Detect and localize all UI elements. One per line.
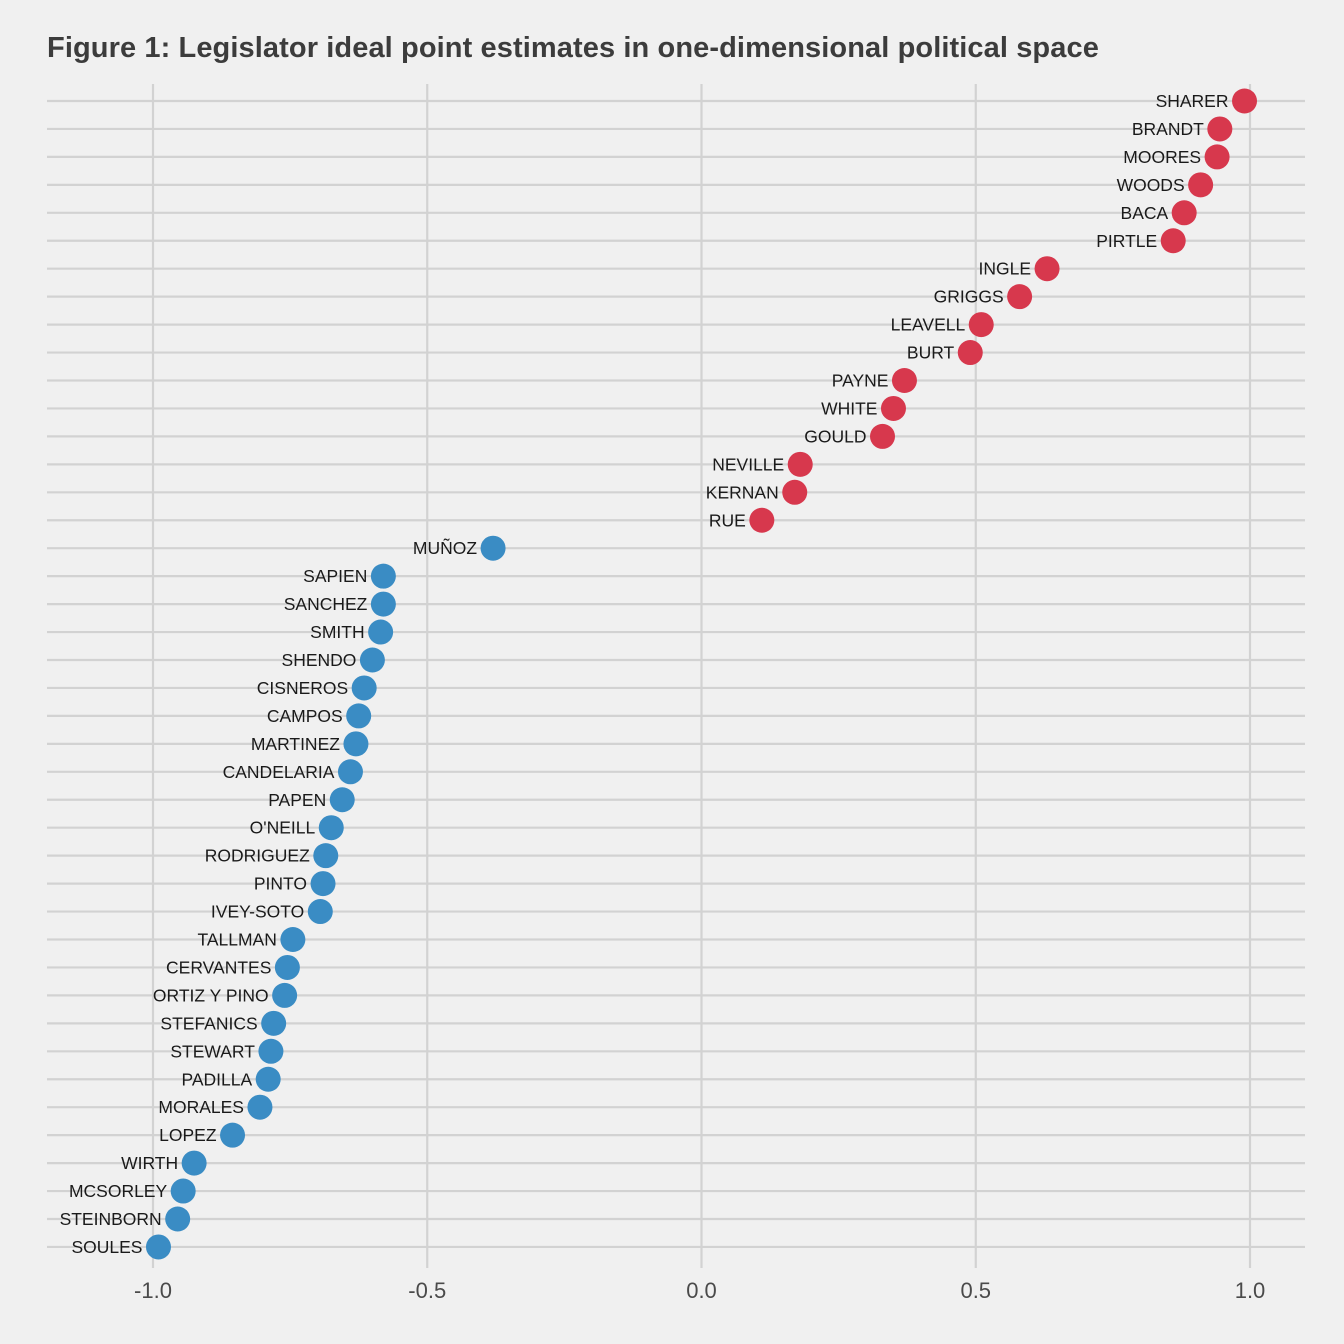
legislator-label: WOODS	[1117, 175, 1185, 195]
legislator-point	[220, 1122, 246, 1148]
chart-title: Figure 1: Legislator ideal point estimat…	[47, 32, 1099, 64]
data-points	[145, 88, 1258, 1260]
legislator-label: BRANDT	[1132, 119, 1204, 139]
legislator-point	[480, 535, 506, 561]
x-tick-label: 1.0	[1235, 1278, 1266, 1303]
legislator-point	[343, 731, 369, 757]
horizontal-gridlines	[47, 99, 1305, 1249]
legislator-label: STEINBORN	[60, 1209, 162, 1229]
legislator-point	[1007, 284, 1033, 310]
legislator-point	[247, 1094, 273, 1120]
x-tick-label: -0.5	[408, 1278, 446, 1303]
legislator-point	[1034, 256, 1060, 282]
legislator-point	[1207, 116, 1233, 142]
legislator-point	[870, 423, 896, 449]
legislator-point	[313, 843, 339, 869]
x-axis-ticks: -1.0 -0.5 0.0 0.5 1.0	[134, 1278, 1265, 1303]
legislator-point	[368, 619, 394, 645]
legislator-point	[1188, 172, 1214, 198]
legislator-label: GRIGGS	[934, 287, 1004, 307]
legislator-label: O'NEILL	[250, 818, 316, 838]
x-tick-label: -1.0	[134, 1278, 172, 1303]
legislator-point	[351, 675, 377, 701]
legislator-label: CAMPOS	[267, 706, 343, 726]
legislator-point	[1232, 88, 1258, 114]
legislator-point	[370, 563, 396, 589]
x-tick-label: 0.0	[686, 1278, 717, 1303]
legislator-label: PAYNE	[832, 371, 889, 391]
legislator-label: SMITH	[310, 622, 364, 642]
legislator-label: SHENDO	[282, 650, 357, 670]
x-tick-label: 0.5	[960, 1278, 991, 1303]
legislator-point	[337, 759, 363, 785]
legislator-label: SOULES	[71, 1237, 142, 1257]
legislator-label: LOPEZ	[159, 1125, 217, 1145]
legislator-point	[1171, 200, 1197, 226]
legislator-label: CISNEROS	[257, 678, 348, 698]
legislator-point	[370, 591, 396, 617]
legislator-point	[880, 395, 906, 421]
legislator-point	[255, 1066, 281, 1092]
legislator-point	[329, 787, 355, 813]
legislator-label: MARTINEZ	[251, 734, 340, 754]
legislator-label: RODRIGUEZ	[205, 846, 310, 866]
legislator-label: MOORES	[1123, 147, 1201, 167]
legislator-point	[261, 1010, 287, 1036]
legislator-label: ORTIZ Y PINO	[153, 985, 269, 1005]
legislator-point	[957, 340, 983, 366]
legislator-label: PADILLA	[181, 1069, 252, 1089]
legislator-point	[1204, 144, 1230, 170]
legislator-label: CERVANTES	[166, 957, 271, 977]
legislator-label: MORALES	[158, 1097, 244, 1117]
legislator-label: RUE	[709, 510, 746, 530]
legislator-point	[782, 479, 808, 505]
point-labels: SHARER BRANDT MOORES WOODS BACA PIRTLE INGLE GR…	[60, 91, 1229, 1257]
legislator-label: INGLE	[979, 259, 1032, 279]
legislator-label: WIRTH	[121, 1153, 178, 1173]
legislator-point	[274, 954, 300, 980]
legislator-point	[258, 1038, 284, 1064]
legislator-label: STEWART	[170, 1041, 255, 1061]
legislator-point	[280, 927, 306, 952]
legislator-label: SHARER	[1156, 91, 1229, 111]
legislator-point	[165, 1206, 191, 1232]
legislator-point	[346, 703, 372, 729]
legislator-point	[968, 312, 994, 338]
legislator-point	[272, 982, 298, 1008]
legislator-point	[145, 1234, 171, 1260]
legislator-point	[181, 1150, 207, 1176]
legislator-label: IVEY-SOTO	[211, 902, 304, 922]
legislator-point	[359, 647, 385, 673]
legislator-label: MUÑOZ	[413, 537, 477, 558]
legislator-point	[318, 815, 344, 841]
vertical-gridlines	[151, 84, 1252, 1268]
legislator-label: PAPEN	[268, 790, 326, 810]
legislator-label: STEFANICS	[160, 1013, 257, 1033]
legislator-point	[891, 368, 917, 393]
legislator-label: LEAVELL	[891, 315, 966, 335]
legislator-label: TALLMAN	[197, 930, 276, 950]
legislator-label: GOULD	[804, 426, 866, 446]
legislator-label: CANDELARIA	[223, 762, 335, 782]
legislator-point	[749, 507, 775, 533]
legislator-label: SANCHEZ	[284, 594, 368, 614]
legislator-label: KERNAN	[706, 482, 779, 502]
legislator-point	[307, 899, 333, 925]
legislator-label: SAPIEN	[303, 566, 367, 586]
legislator-label: PINTO	[254, 874, 307, 894]
legislator-point	[310, 871, 336, 897]
legislator-label: PIRTLE	[1096, 231, 1157, 251]
legislator-label: MCSORLEY	[69, 1181, 168, 1201]
legislator-label: NEVILLE	[712, 454, 784, 474]
legislator-point	[170, 1178, 196, 1204]
legislator-label: WHITE	[821, 398, 877, 418]
legislator-point	[787, 451, 813, 477]
legislator-point	[1160, 228, 1186, 254]
legislator-label: BURT	[907, 343, 955, 363]
legislator-label: BACA	[1121, 203, 1169, 223]
